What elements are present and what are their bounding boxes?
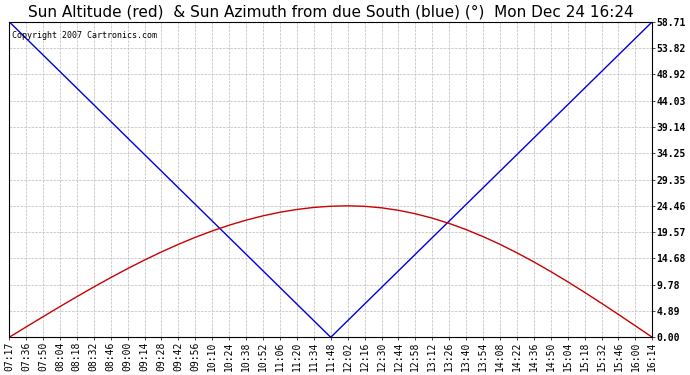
Text: Copyright 2007 Cartronics.com: Copyright 2007 Cartronics.com [12, 31, 157, 40]
Title: Sun Altitude (red)  & Sun Azimuth from due South (blue) (°)  Mon Dec 24 16:24: Sun Altitude (red) & Sun Azimuth from du… [28, 4, 633, 19]
